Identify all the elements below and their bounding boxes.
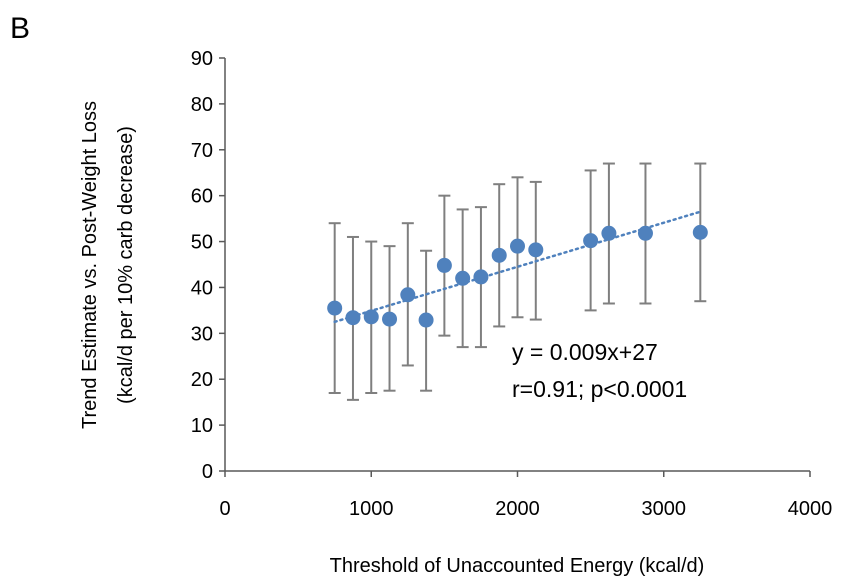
x-tick-label: 0 [219,498,230,520]
y-tick-label: 70 [191,140,213,162]
x-axis-title: Threshold of Unaccounted Energy (kcal/d) [330,555,705,577]
axes [219,57,811,477]
x-tick-label: 3000 [642,498,687,520]
data-point [418,312,434,328]
data-point [400,287,416,303]
data-point [692,224,708,240]
data-point [382,311,398,327]
data-point [510,238,525,254]
y-tick-label: 40 [191,277,213,299]
data-point [327,300,343,316]
stats-annotation: r=0.91; p<0.0001 [512,376,687,402]
y-tick-label: 50 [191,232,213,254]
data-point [583,233,599,249]
data-point [455,270,471,286]
data-point [491,247,507,263]
y-axis-title-line-2: (kcal/d per 10% carb decrease) [115,126,137,404]
y-tick-label: 90 [191,48,213,70]
x-tick-label: 1000 [349,498,394,520]
y-tick-label: 10 [191,415,213,437]
y-tick-label: 60 [191,186,213,208]
data-point [637,225,653,241]
x-tick-label: 2000 [495,498,540,520]
data-point [601,225,617,241]
data-points [327,224,708,328]
x-tick-label: 4000 [788,498,833,520]
y-tick-label: 0 [202,461,213,483]
data-point [436,257,452,273]
data-point [345,310,361,326]
y-tick-labels: 0 10 20 30 40 50 60 70 80 90 [191,48,213,483]
equation-annotation: y = 0.009x+27 [512,339,658,365]
y-axis-title-line-1: Trend Estimate vs. Post-Weight Loss [79,101,101,429]
y-tick-label: 20 [191,369,213,391]
data-point [473,269,489,285]
data-point [528,242,544,258]
panel-label: B [10,12,30,45]
x-tick-labels: 0 1000 2000 3000 4000 [219,498,832,520]
data-point [363,309,379,325]
y-tick-label: 80 [191,94,213,116]
y-tick-label: 30 [191,323,213,345]
